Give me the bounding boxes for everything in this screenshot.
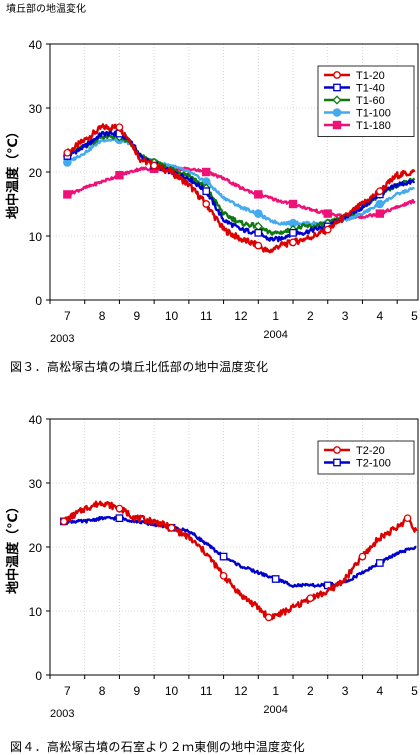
data-point bbox=[403, 514, 412, 523]
y-tick-label: 0 bbox=[35, 294, 42, 308]
x-tick-label: 5 bbox=[411, 684, 418, 698]
data-point bbox=[254, 209, 263, 218]
legend-label: T2-20 bbox=[356, 445, 385, 457]
x-tick-label: 9 bbox=[133, 684, 140, 698]
series-line bbox=[66, 123, 416, 254]
year-label: 2003 bbox=[50, 333, 74, 345]
data-point bbox=[63, 148, 72, 157]
x-tick-label: 4 bbox=[376, 684, 383, 698]
x-tick-label: 12 bbox=[234, 684, 248, 698]
data-point bbox=[254, 228, 263, 237]
data-point bbox=[115, 504, 124, 513]
data-point bbox=[358, 552, 367, 561]
data-point bbox=[63, 190, 72, 199]
legend-marker bbox=[332, 95, 342, 105]
y-tick-label: 0 bbox=[35, 669, 42, 683]
y-tick-label: 10 bbox=[29, 230, 43, 244]
data-point bbox=[323, 209, 332, 218]
legend-marker bbox=[333, 83, 341, 92]
data-point bbox=[219, 571, 228, 580]
section-title: 墳丘部の地温変化 bbox=[6, 4, 86, 15]
y-tick-label: 40 bbox=[29, 413, 43, 427]
y-tick-label: 20 bbox=[29, 541, 43, 555]
x-tick-label: 7 bbox=[64, 309, 71, 323]
data-point bbox=[271, 575, 280, 583]
x-tick-label: 11 bbox=[200, 309, 213, 323]
data-point bbox=[323, 225, 332, 234]
data-point bbox=[375, 209, 385, 218]
y-axis-label: 地中温度（℃） bbox=[5, 500, 21, 594]
data-point bbox=[219, 552, 228, 561]
legend-label: T1-60 bbox=[356, 95, 385, 107]
data-point bbox=[375, 187, 384, 196]
data-point bbox=[288, 199, 298, 209]
legend-label: T1-100 bbox=[356, 108, 391, 120]
x-tick-label: 10 bbox=[165, 684, 179, 698]
series-t1-20 bbox=[63, 123, 416, 254]
data-point bbox=[254, 190, 263, 199]
data-point bbox=[254, 241, 263, 250]
x-tick-label: 7 bbox=[64, 684, 71, 698]
legend-marker bbox=[332, 108, 342, 117]
x-tick-label: 5 bbox=[411, 309, 418, 323]
x-tick-label: 3 bbox=[342, 684, 349, 698]
legend-marker bbox=[333, 446, 341, 454]
y-tick-label: 20 bbox=[29, 166, 43, 180]
data-point bbox=[115, 123, 124, 132]
x-tick-label: 4 bbox=[376, 309, 383, 323]
data-point bbox=[115, 514, 124, 523]
legend-label: T2-100 bbox=[356, 458, 391, 470]
y-tick-label: 30 bbox=[29, 102, 43, 116]
data-point bbox=[289, 238, 297, 247]
legend-label: T1-40 bbox=[356, 83, 385, 95]
x-tick-label: 8 bbox=[99, 309, 106, 323]
y-tick-label: 10 bbox=[29, 605, 43, 619]
legend-marker bbox=[333, 71, 341, 79]
year-label: 2004 bbox=[263, 329, 287, 341]
x-tick-label: 1 bbox=[272, 684, 279, 698]
x-tick-label: 10 bbox=[165, 309, 179, 323]
y-axis-label: 地中温度（℃） bbox=[5, 125, 21, 219]
data-point bbox=[150, 161, 159, 170]
data-point bbox=[264, 613, 273, 622]
legend-box bbox=[317, 440, 415, 475]
series-t2-20 bbox=[60, 500, 418, 622]
legend-label: T1-20 bbox=[356, 70, 385, 82]
year-label: 2004 bbox=[263, 704, 287, 716]
x-tick-label: 11 bbox=[200, 684, 213, 698]
data-point bbox=[202, 200, 211, 208]
x-tick-label: 3 bbox=[342, 309, 349, 323]
year-label: 2003 bbox=[50, 708, 74, 720]
legend-marker bbox=[332, 120, 342, 130]
data-point bbox=[60, 517, 68, 526]
data-point bbox=[115, 171, 124, 180]
x-tick-label: 8 bbox=[99, 684, 106, 698]
data-point bbox=[202, 187, 211, 196]
data-point bbox=[202, 167, 211, 177]
x-tick-label: 2 bbox=[307, 309, 314, 323]
y-tick-label: 40 bbox=[29, 38, 43, 52]
legend-label: T1-180 bbox=[356, 120, 391, 132]
data-point bbox=[375, 199, 385, 209]
x-tick-label: 1 bbox=[272, 309, 279, 323]
y-tick-label: 30 bbox=[29, 477, 43, 491]
caption-figure-4: 図４．高松塚古墳の石室より２ｍ東側の地中温度変化 bbox=[10, 740, 305, 754]
x-tick-label: 9 bbox=[133, 309, 140, 323]
series-line bbox=[63, 500, 418, 621]
x-tick-label: 2 bbox=[307, 684, 314, 698]
legend-marker bbox=[333, 458, 341, 467]
x-tick-label: 12 bbox=[234, 309, 248, 323]
data-point bbox=[167, 523, 176, 532]
data-point bbox=[375, 559, 384, 567]
caption-figure-3: 図３．高松塚古墳の墳丘北低部の地中温度変化 bbox=[10, 360, 269, 374]
data-point bbox=[306, 594, 315, 603]
data-point bbox=[289, 228, 297, 237]
